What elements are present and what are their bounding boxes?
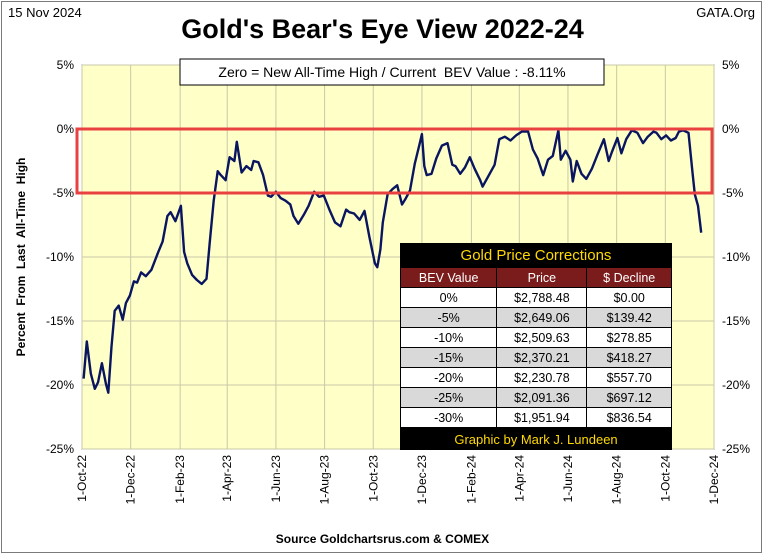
price-cell: $2,649.06 xyxy=(496,307,588,328)
bev-cell: 0% xyxy=(399,287,498,308)
y-tick-label-left: 5% xyxy=(57,58,75,72)
y-tick-label-right: 0% xyxy=(722,122,740,136)
y-tick-label-right: -5% xyxy=(722,186,744,200)
chart-title: Gold's Bear's Eye View 2022-24 xyxy=(181,14,584,44)
table-credit: Graphic by Mark J. Lundeen xyxy=(400,427,672,450)
table-row: -25% $2,091.36 $697.12 xyxy=(399,387,672,408)
decline-cell: $557.70 xyxy=(586,367,672,388)
price-cell: $2,230.78 xyxy=(496,367,588,388)
price-cell: $2,370.21 xyxy=(496,347,588,368)
x-tick-label: 1-Feb-24 xyxy=(464,455,478,504)
annotation-text: Zero = New All-Time High / Current BEV V… xyxy=(218,64,565,80)
bev-cell: -20% xyxy=(399,367,498,388)
series-layer xyxy=(82,129,703,394)
x-tick-label: 1-Jun-24 xyxy=(561,455,575,503)
price-cell: $1,951.94 xyxy=(496,407,588,428)
bev-cell: -15% xyxy=(399,347,498,368)
col-header-bev: BEV Value xyxy=(399,267,498,288)
x-tick-label: 1-Aug-24 xyxy=(610,455,624,505)
x-tick-label: 1-Dec-22 xyxy=(124,455,138,505)
table-caption: Gold Price Corrections xyxy=(400,243,672,268)
table-row: -10% $2,509.63 $278.85 xyxy=(399,327,672,348)
x-tick-label: 1-Feb-23 xyxy=(173,455,187,504)
price-cell: $2,788.48 xyxy=(496,287,588,308)
y-tick-label-left: -25% xyxy=(46,442,74,456)
price-cell: $2,091.36 xyxy=(496,387,588,408)
x-tick-label: 1-Oct-24 xyxy=(658,455,672,502)
table-row: 0% $2,788.48 $0.00 xyxy=(399,287,672,308)
site-label: GATA.Org xyxy=(696,5,755,20)
gold-price-corrections-table: Gold Price Corrections BEV Value Price $… xyxy=(399,243,672,450)
x-tick-label: 1-Dec-23 xyxy=(415,455,429,505)
y-tick-label-right: -10% xyxy=(722,250,750,264)
table-row: -30% $1,951.94 $836.54 xyxy=(399,407,672,428)
bev-cell: -30% xyxy=(399,407,498,428)
col-header-price: Price xyxy=(496,267,588,288)
table-row: -20% $2,230.78 $557.70 xyxy=(399,367,672,388)
price-cell: $2,509.63 xyxy=(496,327,588,348)
col-header-decline: $ Decline xyxy=(586,267,672,288)
x-tick-label: 1-Oct-23 xyxy=(366,455,380,502)
date-label: 15 Nov 2024 xyxy=(8,5,82,20)
decline-cell: $278.85 xyxy=(586,327,672,348)
y-axis-label: Percent From Last All-Time High xyxy=(14,158,28,357)
bev-cell: -10% xyxy=(399,327,498,348)
y-tick-label-right: 5% xyxy=(722,58,740,72)
decline-cell: $697.12 xyxy=(586,387,672,408)
bev-cell: -25% xyxy=(399,387,498,408)
x-tick-label: 1-Apr-23 xyxy=(220,455,234,502)
x-tick-label: 1-Aug-23 xyxy=(318,455,332,505)
y-tick-label-right: -15% xyxy=(722,314,750,328)
y-tick-label-left: -5% xyxy=(53,186,75,200)
bev-cell: -5% xyxy=(399,307,498,328)
decline-cell: $0.00 xyxy=(586,287,672,308)
y-tick-label-right: -20% xyxy=(722,378,750,392)
y-tick-label-left: -15% xyxy=(46,314,74,328)
annotation-box: Zero = New All-Time High / Current BEV V… xyxy=(179,58,605,86)
x-tick-label: 1-Oct-22 xyxy=(75,455,89,502)
y-tick-label-right: -25% xyxy=(722,442,750,456)
bev-series-line xyxy=(82,129,703,394)
y-tick-label-left: -10% xyxy=(46,250,74,264)
source-label: Source Goldchartsrus.com & COMEX xyxy=(275,532,490,546)
y-tick-label-left: 0% xyxy=(57,122,75,136)
axis-labels: 5% 5%0% 0%-5% -5%-10% -10%-15% -15%-20% -20%-2… xyxy=(46,58,750,504)
decline-cell: $139.42 xyxy=(586,307,672,328)
x-tick-label: 1-Dec-24 xyxy=(707,455,721,505)
table-row: -15% $2,370.21 $418.27 xyxy=(399,347,672,368)
x-tick-label: 1-Apr-24 xyxy=(512,455,526,502)
decline-cell: $836.54 xyxy=(586,407,672,428)
table-row: -5% $2,649.06 $139.42 xyxy=(399,307,672,328)
correction-band-highlight xyxy=(75,127,714,195)
x-tick-label: 1-Jun-23 xyxy=(269,455,283,503)
decline-cell: $418.27 xyxy=(586,347,672,368)
y-tick-label-left: -20% xyxy=(46,378,74,392)
